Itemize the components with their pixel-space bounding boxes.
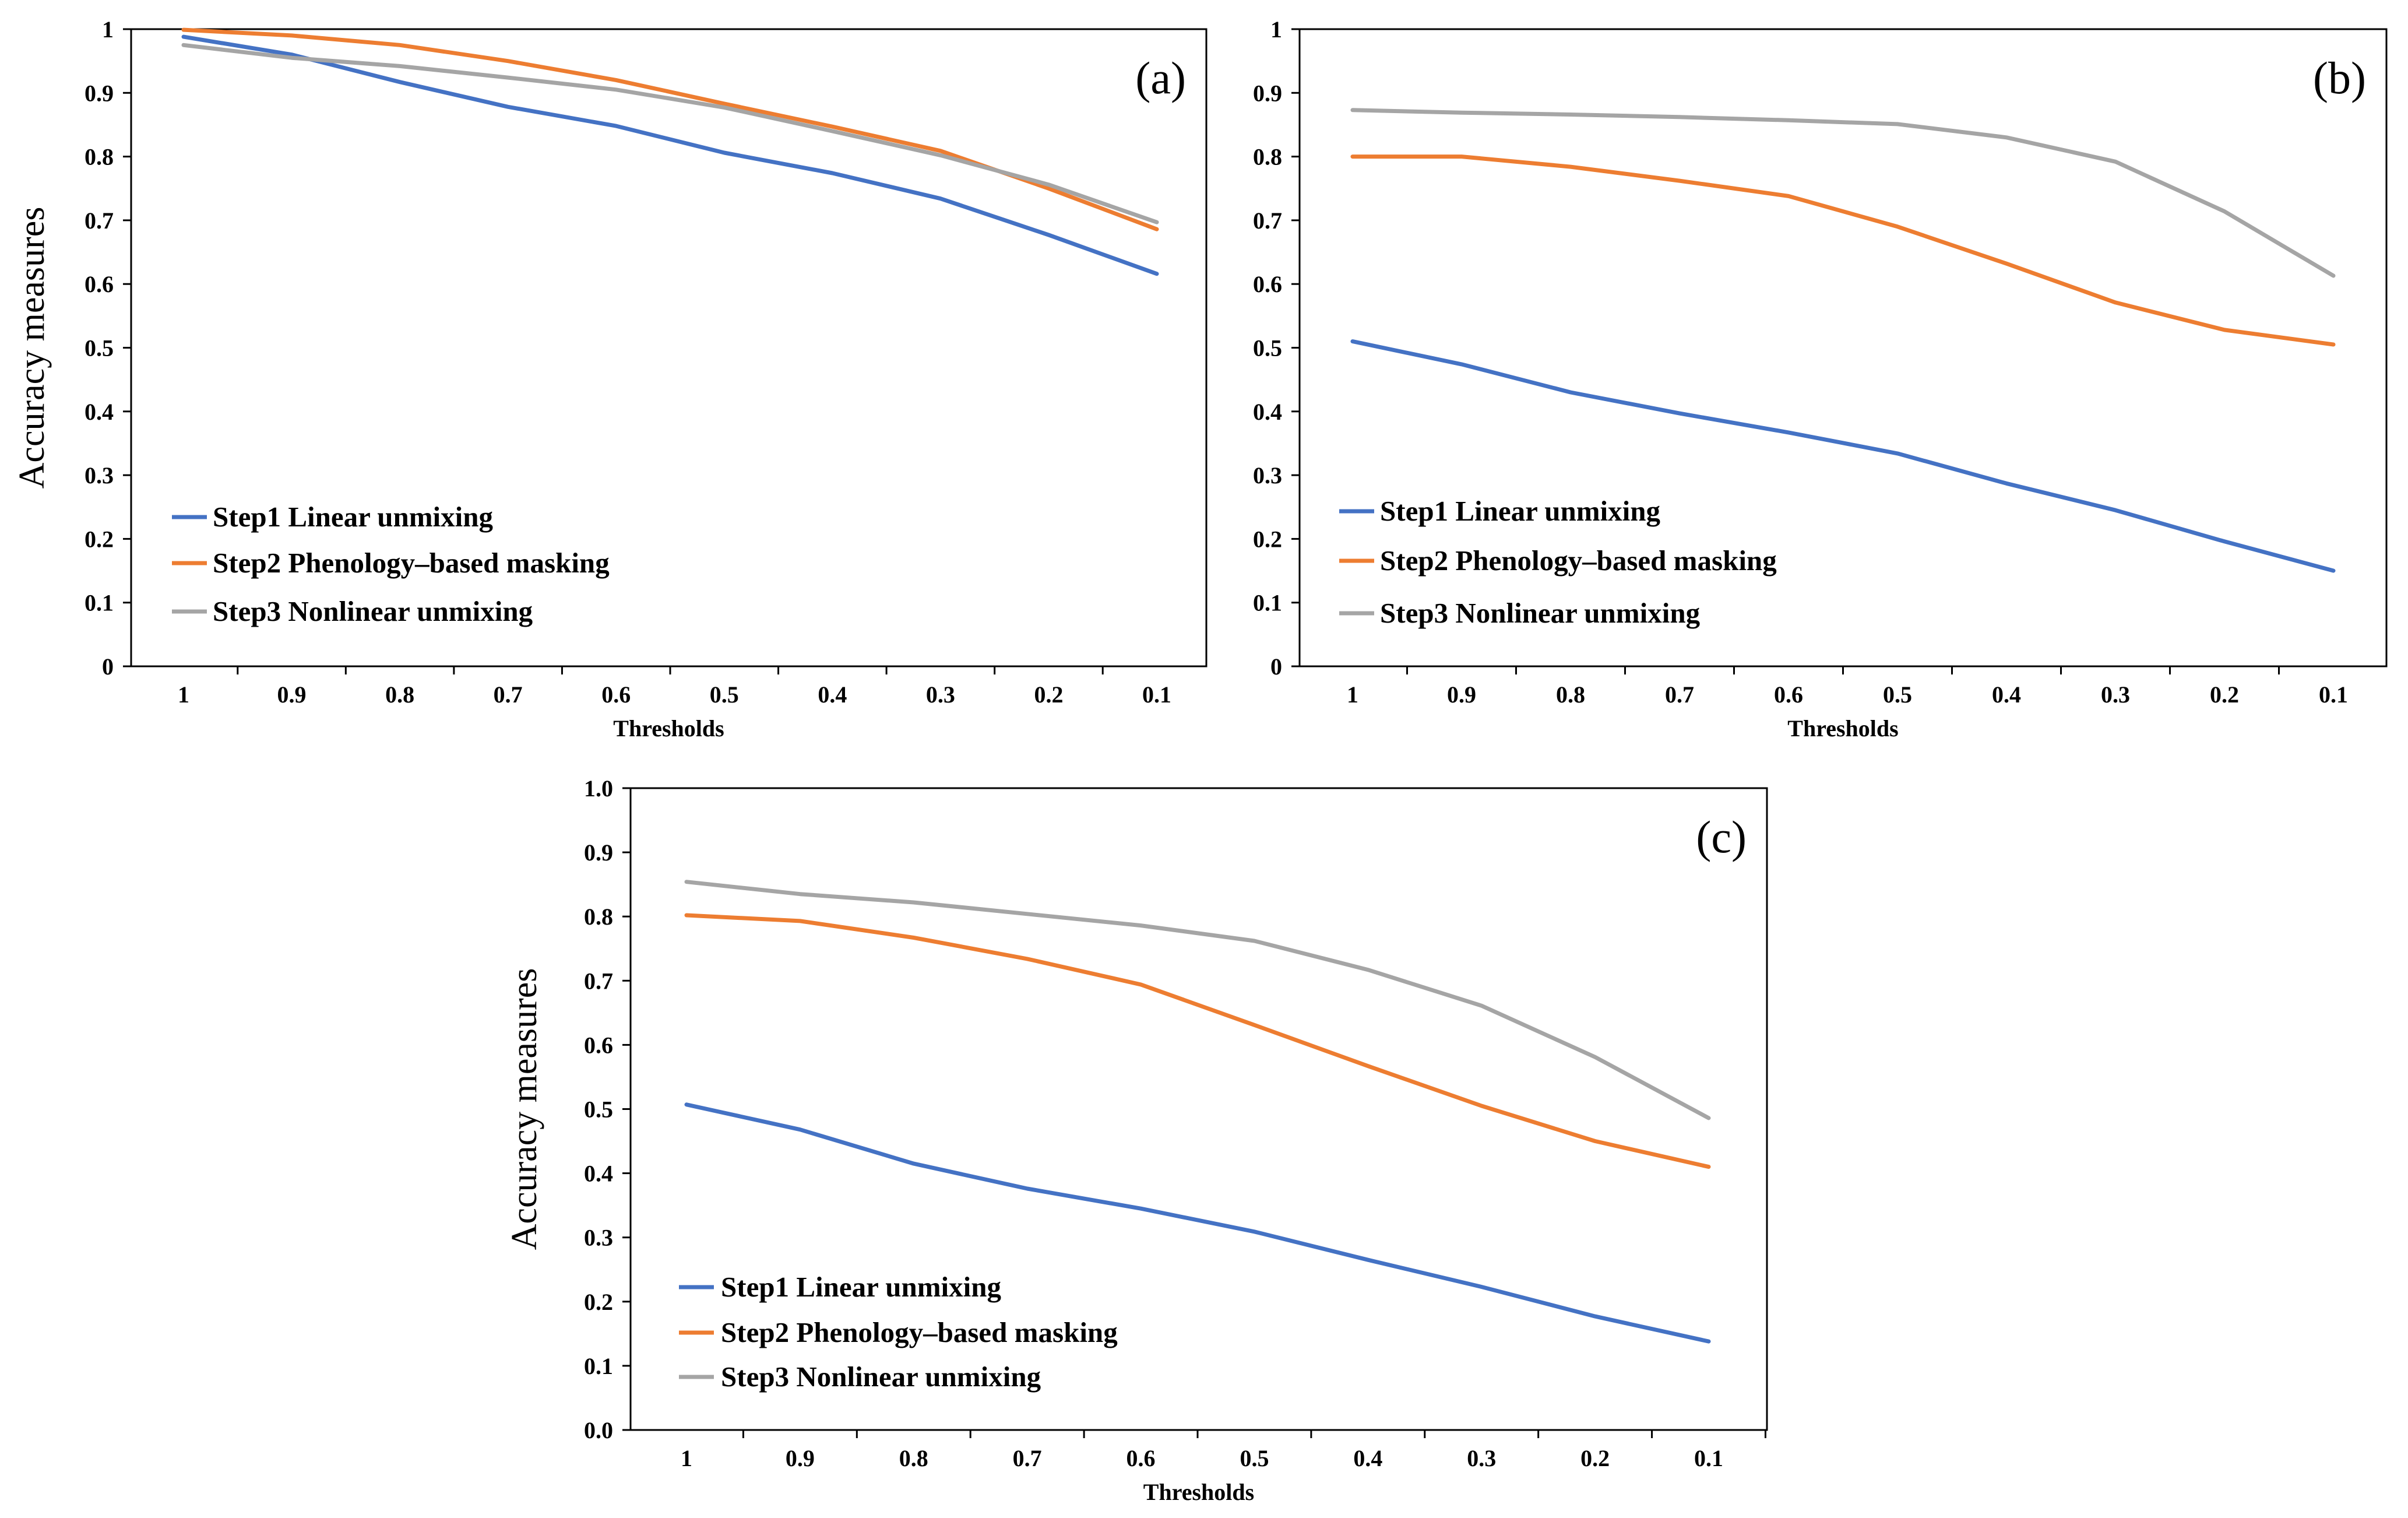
x-tick-label: 0.4 xyxy=(818,681,847,708)
y-tick-label: 0.1 xyxy=(1253,590,1282,616)
y-tick-label: 0.3 xyxy=(1253,462,1282,489)
y-axis-title: Accuracy measures xyxy=(505,968,544,1250)
series-line-step1 xyxy=(1350,339,2336,573)
x-tick-label: 1 xyxy=(178,681,189,708)
x-tick-label: 0.2 xyxy=(1580,1445,1610,1471)
x-tick-label: 0.9 xyxy=(786,1445,815,1471)
series-line-step1 xyxy=(181,34,1159,276)
legend-label-step1: Step1 Linear unmixing xyxy=(213,501,494,533)
x-tick-label: 0.8 xyxy=(899,1445,928,1471)
x-tick-label: 0.5 xyxy=(1883,681,1912,708)
x-tick-label: 0.3 xyxy=(2101,681,2130,708)
y-tick-label: 0.8 xyxy=(584,904,613,930)
chart-panel-a: 0 0.1 0.2 0.3 0.4 0.5 0.6 0.7 0.8 0.9 1 1 0.9 0.8 0.7 0… xyxy=(12,16,1207,742)
y-tick-label: 0.8 xyxy=(1253,144,1282,170)
x-tick-label: 0.5 xyxy=(1240,1445,1269,1471)
y-tick-label: 0.3 xyxy=(85,462,114,489)
chart-panel-b: 0 0.1 0.2 0.3 0.4 0.5 0.6 0.7 0.8 0.9 1 1 0.9 0.8 0.7 0… xyxy=(1253,16,2388,742)
x-tick-label: 0.7 xyxy=(1013,1445,1042,1471)
y-tick-label: 0 xyxy=(1270,653,1282,680)
y-tick-label: 1.0 xyxy=(584,775,613,802)
panel-label: (c) xyxy=(1696,811,1747,862)
y-tick-label: 0.3 xyxy=(584,1225,613,1251)
x-tick-label: 0.1 xyxy=(2319,681,2348,708)
y-tick-label: 0.2 xyxy=(584,1289,613,1315)
x-tick-label: 0.6 xyxy=(1774,681,1803,708)
y-tick-label: 0.5 xyxy=(584,1097,613,1123)
y-tick-label: 0.4 xyxy=(584,1161,613,1187)
y-tick-label: 0.2 xyxy=(1253,526,1282,552)
legend-label-step3: Step3 Nonlinear unmixing xyxy=(1380,597,1701,629)
series-line-step3 xyxy=(1350,108,2336,278)
legend-label-step1: Step1 Linear unmixing xyxy=(721,1271,1002,1303)
x-tick-label: 0.1 xyxy=(1694,1445,1723,1471)
y-tick-label: 0.5 xyxy=(1253,335,1282,361)
x-tick-label: 0.6 xyxy=(1126,1445,1156,1471)
series-line-step1 xyxy=(684,1102,1711,1344)
y-axis-title: Accuracy measures xyxy=(12,207,52,489)
x-axis-title: Thresholds xyxy=(1143,1479,1254,1505)
x-tick-label: 0.9 xyxy=(277,681,307,708)
series-line-step3 xyxy=(684,880,1711,1120)
y-tick-label: 0.5 xyxy=(85,335,114,361)
y-tick-label: 0.0 xyxy=(584,1417,613,1443)
x-tick-label: 0.8 xyxy=(1556,681,1585,708)
y-tick-label: 0.7 xyxy=(85,208,114,234)
y-tick-label: 0.9 xyxy=(85,80,114,106)
y-tick-label: 0.2 xyxy=(85,526,114,552)
legend-label-step1: Step1 Linear unmixing xyxy=(1380,495,1661,527)
x-tick-label: 0.3 xyxy=(926,681,955,708)
y-tick-label: 0.4 xyxy=(85,399,114,425)
legend-label-step2: Step2 Phenology–based masking xyxy=(213,547,610,579)
panel-label: (b) xyxy=(2313,52,2366,103)
x-tick-label: 0.1 xyxy=(1142,681,1171,708)
x-tick-label: 0.2 xyxy=(1034,681,1063,708)
y-tick-label: 0.8 xyxy=(85,144,114,170)
x-tick-label: 0.6 xyxy=(601,681,631,708)
x-tick-label: 0.7 xyxy=(494,681,523,708)
y-tick-label: 0.1 xyxy=(85,590,114,616)
series-line-step2 xyxy=(684,913,1711,1169)
y-tick-label: 0.7 xyxy=(584,968,613,994)
x-tick-label: 0.9 xyxy=(1447,681,1476,708)
legend-label-step3: Step3 Nonlinear unmixing xyxy=(721,1361,1041,1393)
y-tick-label: 0.4 xyxy=(1253,399,1282,425)
x-tick-label: 1 xyxy=(681,1445,692,1471)
x-axis-title: Thresholds xyxy=(1787,715,1898,742)
y-tick-label: 0.6 xyxy=(1253,271,1282,297)
y-tick-label: 1 xyxy=(1270,16,1282,43)
x-axis-title: Thresholds xyxy=(613,715,724,742)
y-tick-label: 1 xyxy=(102,16,114,43)
legend-label-step2: Step2 Phenology–based masking xyxy=(721,1316,1118,1348)
legend-label-step3: Step3 Nonlinear unmixing xyxy=(213,595,533,627)
y-tick-label: 0.9 xyxy=(584,839,613,866)
series-line-step3 xyxy=(181,43,1159,224)
panel-label: (a) xyxy=(1135,52,1186,103)
x-tick-label: 0.3 xyxy=(1467,1445,1496,1471)
x-tick-label: 0.5 xyxy=(710,681,739,708)
chart-panel-c: 0.0 0.1 0.2 0.3 0.4 0.5 0.6 0.7 0.8 0.9 1.0 1 0.9 0.8… xyxy=(505,775,1768,1505)
y-tick-label: 0.7 xyxy=(1253,208,1282,234)
x-tick-label: 0.7 xyxy=(1665,681,1694,708)
y-tick-label: 0.6 xyxy=(584,1032,613,1058)
y-tick-label: 0.6 xyxy=(85,271,114,297)
x-tick-label: 0.2 xyxy=(2210,681,2239,708)
y-tick-label: 0.1 xyxy=(584,1353,613,1379)
y-tick-label: 0.9 xyxy=(1253,80,1282,106)
series-line-step2 xyxy=(1350,154,2336,347)
x-tick-label: 0.8 xyxy=(385,681,414,708)
x-tick-label: 1 xyxy=(1347,681,1358,708)
y-tick-label: 0 xyxy=(102,653,114,680)
x-tick-label: 0.4 xyxy=(1353,1445,1382,1471)
legend-label-step2: Step2 Phenology–based masking xyxy=(1380,544,1777,577)
x-tick-label: 0.4 xyxy=(1992,681,2021,708)
